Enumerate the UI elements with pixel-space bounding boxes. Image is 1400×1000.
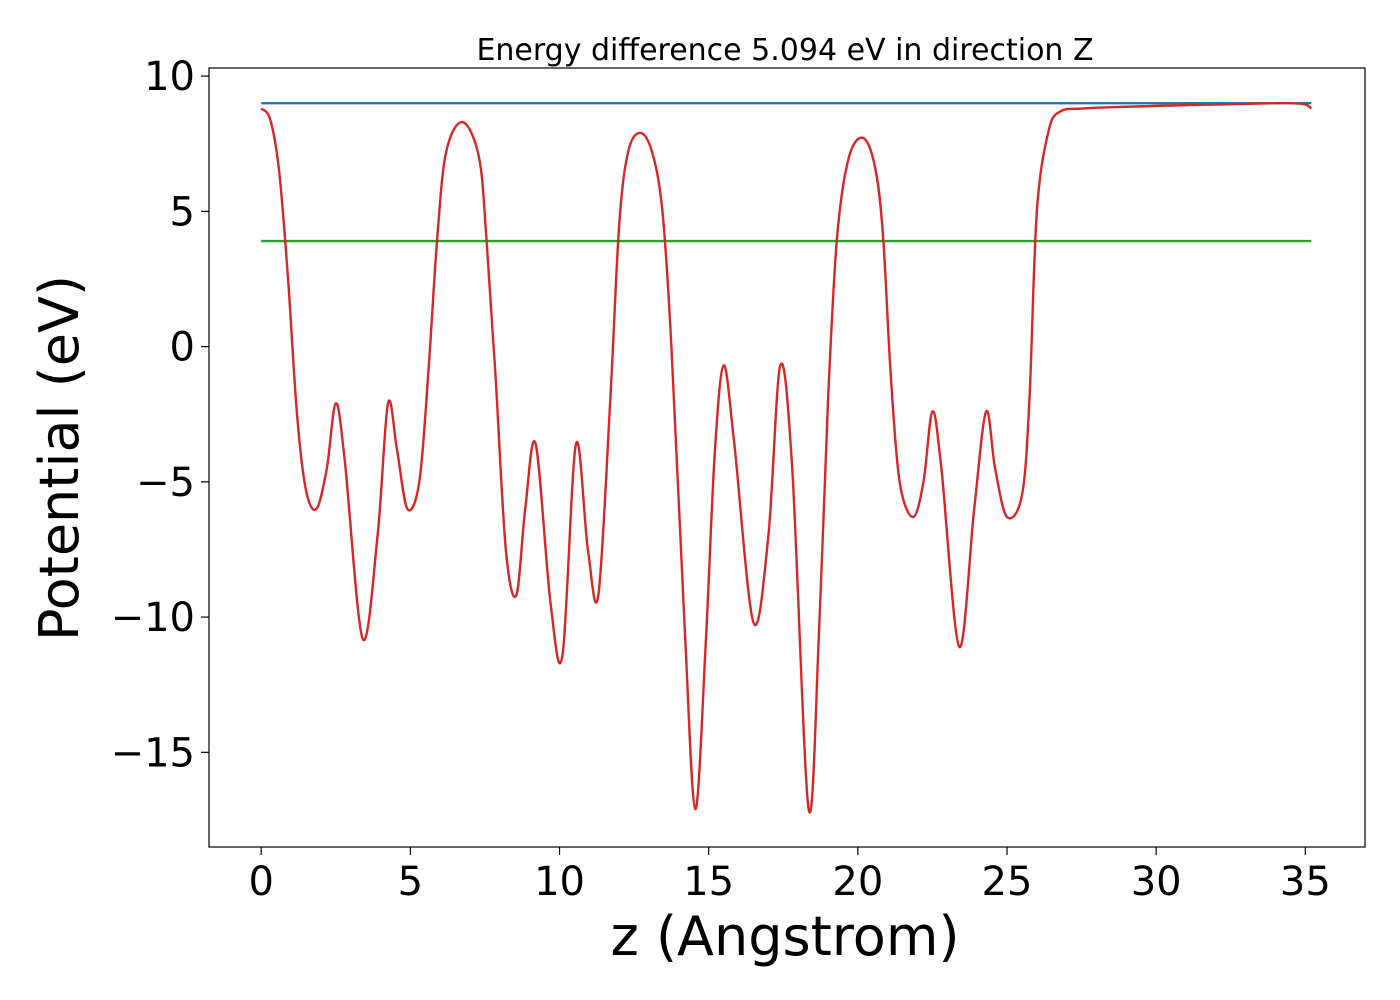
y-axis: −15 −10 −5 0 5 10 — [111, 54, 209, 776]
y-axis-label: Potential (eV) — [28, 275, 91, 641]
x-tick-label: 5 — [398, 859, 423, 905]
x-tick-label: 0 — [248, 859, 273, 905]
x-tick-label: 30 — [1131, 859, 1182, 905]
y-tick-label: −15 — [111, 730, 195, 776]
y-tick-label: −5 — [136, 460, 195, 506]
potential-profile-line — [260, 101, 1313, 814]
plot-frame — [208, 67, 1366, 848]
chart-title: Energy difference 5.094 eV in direction … — [476, 33, 1093, 68]
x-axis-label: z (Angstrom) — [610, 905, 959, 968]
y-tick-label: 0 — [170, 325, 195, 371]
y-tick-label: −10 — [111, 595, 195, 641]
x-tick-label: 20 — [832, 859, 883, 905]
x-tick-label: 15 — [683, 859, 734, 905]
x-tick-label: 10 — [534, 859, 585, 905]
y-tick-label: 10 — [144, 54, 195, 100]
x-tick-label: 25 — [982, 859, 1033, 905]
plot-area — [260, 101, 1313, 814]
x-axis: 0 5 10 15 20 25 30 35 — [248, 847, 1331, 905]
y-tick-label: 5 — [170, 189, 195, 235]
x-tick-label: 35 — [1280, 859, 1331, 905]
